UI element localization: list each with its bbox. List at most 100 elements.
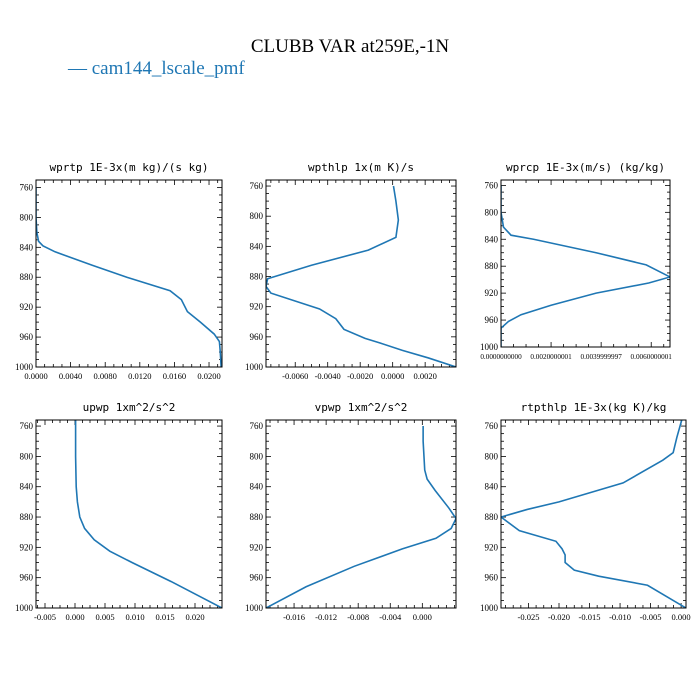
y-tick-label: 1000 [245,362,264,372]
subplot-title: wprcp 1E-3x(m/s) (kg/kg) [506,161,665,174]
subplot-6: rtpthlp 1E-3x(kg K)/kg 760 800 840 880 920 960… [480,401,691,622]
x-tick-label: 0.0120 [128,371,151,381]
y-tick-label: 800 [485,451,499,461]
x-tick-label: -0.008 [347,612,369,622]
y-tick-label: 880 [250,272,264,282]
y-tick-label: 920 [485,542,499,552]
plot-frame [265,419,457,609]
x-tick-label: -0.010 [609,612,631,622]
y-tick-label: 800 [485,207,499,217]
plot-frame [500,179,671,348]
y-tick-label: 960 [250,332,264,342]
x-tick-label: -0.0060 [282,371,308,381]
y-tick-label: 840 [20,242,34,252]
x-tick-label: 0.000 [65,612,84,622]
y-tick-label: 840 [250,482,264,492]
y-tick-label: 880 [20,272,34,282]
legend-line-icon: — [68,58,87,79]
y-tick-label: 920 [20,302,34,312]
x-tick-label: -0.025 [517,612,539,622]
x-tick-label: 0.0000 [381,371,404,381]
y-tick-label: 1000 [15,362,34,372]
x-tick-label: 0.000 [413,612,432,622]
y-tick-label: 880 [485,512,499,522]
x-tick-label: -0.016 [283,612,305,622]
y-tick-label: 840 [250,241,264,251]
subplot-4: upwp 1xm^2/s^2 760 800 840 880 920 960 1000-0.0… [15,401,223,622]
x-tick-label: 0.0200 [197,371,220,381]
series-line [36,187,222,367]
y-tick-label: 760 [20,421,34,431]
x-tick-label: -0.0020 [347,371,373,381]
series-line [266,185,456,367]
series-line [501,185,670,347]
subplot-2: wpthlp 1x(m K)/s 760 800 840 880 920 960 1000 -0… [245,161,457,381]
plot-frame [35,419,223,609]
y-tick-label: 760 [485,180,499,190]
y-tick-label: 960 [485,573,499,583]
y-tick-label: 840 [20,482,34,492]
y-tick-label: 1000 [15,603,34,613]
series-line [266,426,456,608]
y-tick-label: 1000 [245,603,264,613]
y-tick-label: 920 [250,302,264,312]
plot-frame [265,179,457,368]
x-tick-label: 0.0020000001 [530,353,572,361]
legend-entry: — cam144_lscale_pmf [68,58,245,80]
x-tick-label: -0.012 [315,612,337,622]
figure-title: CLUBB VAR at259E,-1N [250,36,450,57]
y-tick-label: 800 [250,211,264,221]
subplot-title: vpwp 1xm^2/s^2 [315,401,408,414]
x-tick-label: 0.0040 [59,371,82,381]
x-tick-label: 0.0020 [413,371,436,381]
subplot-3: wprcp 1E-3x(m/s) (kg/kg) 760 800 840 880 920 9… [480,161,672,361]
x-tick-label: -0.020 [548,612,570,622]
y-tick-label: 880 [20,512,34,522]
plot-frame [500,419,687,609]
y-tick-label: 920 [250,542,264,552]
x-tick-label: 0.0080 [94,371,117,381]
y-tick-label: 960 [485,315,499,325]
y-tick-label: 920 [485,288,499,298]
subplot-5: vpwp 1xm^2/s^2 760 800 840 880 920 960 1000 -0.0… [245,401,457,622]
x-tick-label: 0.0160 [163,371,186,381]
x-tick-label: -0.015 [579,612,601,622]
y-tick-label: 800 [20,451,34,461]
x-tick-label: 0.0000 [24,371,47,381]
plot-frame [35,179,223,368]
y-tick-label: 760 [250,181,264,191]
y-tick-label: 960 [20,332,34,342]
subplot-title: wpthlp 1x(m K)/s [308,161,414,174]
x-tick-label: 0.000 [672,612,691,622]
y-tick-label: 880 [485,261,499,271]
x-tick-label: -0.005 [640,612,662,622]
x-tick-label: 0.020 [185,612,204,622]
x-tick-label: 0.0039999997 [580,353,622,361]
y-tick-label: 960 [250,573,264,583]
x-tick-label: -0.005 [34,612,56,622]
series-line [501,420,686,608]
y-tick-label: 960 [20,573,34,583]
subplot-title: rtpthlp 1E-3x(kg K)/kg [521,401,667,414]
y-tick-label: 920 [20,542,34,552]
x-tick-label: -0.004 [379,612,402,622]
series-line [74,420,222,608]
y-tick-label: 800 [250,451,264,461]
y-tick-label: 760 [20,182,34,192]
x-tick-label: 0.010 [125,612,144,622]
y-tick-label: 1000 [480,342,499,352]
y-tick-label: 1000 [480,603,499,613]
subplot-title: wprtp 1E-3x(m kg)/(s kg) [50,161,209,174]
y-tick-label: 840 [485,234,499,244]
subplot-1: wprtp 1E-3x(m kg)/(s kg) 760 800 840 880 920 9… [15,161,223,381]
legend-label: cam144_lscale_pmf [91,58,245,79]
x-tick-label: -0.0040 [315,371,341,381]
x-tick-label: 0.015 [155,612,174,622]
y-tick-label: 880 [250,512,264,522]
x-tick-label: 0.005 [95,612,114,622]
y-tick-label: 760 [485,421,499,431]
y-tick-label: 760 [250,421,264,431]
subplot-title: upwp 1xm^2/s^2 [83,401,176,414]
x-tick-label: 0.0060000001 [631,353,673,361]
